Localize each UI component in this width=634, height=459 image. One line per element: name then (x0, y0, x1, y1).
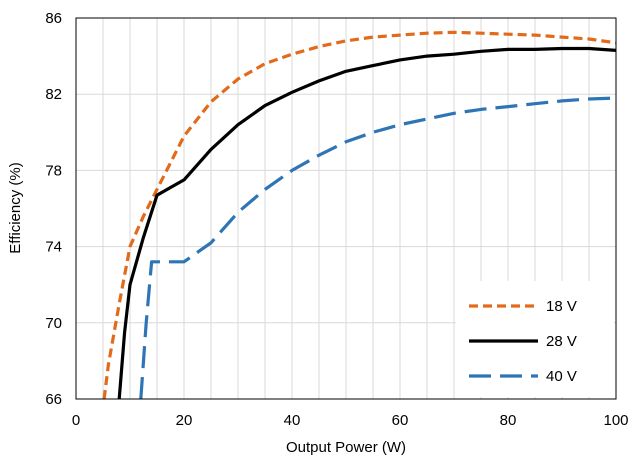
tick-labels: 0 20 40 60 80 100 66 70 74 78 82 86 (45, 10, 628, 429)
series-line-2 (117, 46, 617, 400)
series-line-1 (102, 30, 617, 400)
x-tick-label: 80 (500, 412, 517, 429)
y-tick-label: 86 (45, 10, 62, 27)
legend: 18 V 28 V 40 V (456, 281, 614, 397)
series-line-3 (139, 96, 617, 400)
y-tick-label: 70 (45, 315, 62, 332)
x-tick-label: 0 (72, 412, 80, 429)
y-tick-label: 82 (45, 86, 62, 103)
series-layer (102, 30, 617, 400)
plot-frame (75, 17, 617, 400)
legend-label-3: 40 V (546, 368, 577, 385)
y-axis-title: Efficiency (%) (7, 162, 24, 253)
legend-label-1: 18 V (546, 298, 577, 315)
x-tick-label: 40 (284, 412, 301, 429)
y-tick-label: 74 (45, 239, 62, 256)
x-tick-label: 20 (176, 412, 193, 429)
x-axis-title: Output Power (W) (286, 439, 406, 456)
x-tick-label: 60 (392, 412, 409, 429)
x-tick-label: 100 (603, 412, 628, 429)
legend-label-2: 28 V (546, 333, 577, 350)
y-tick-label: 66 (45, 391, 62, 408)
legend-box (456, 281, 614, 397)
y-tick-label: 78 (45, 162, 62, 179)
